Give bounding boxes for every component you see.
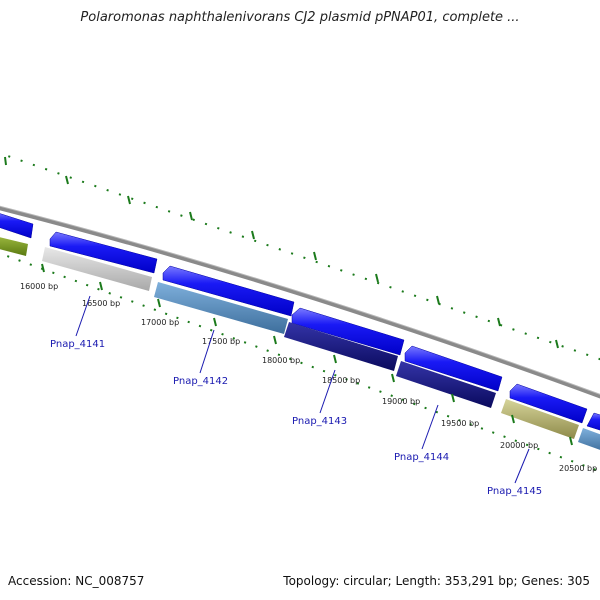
forward-strand — [0, 212, 600, 432]
gene-box[interactable] — [501, 399, 579, 439]
inner-scale-ticks — [0, 252, 600, 473]
position-labels: 16000 bp 16500 bp 17000 bp 17500 bp 1800… — [20, 282, 597, 473]
callout-line — [75, 295, 91, 337]
callout-line — [514, 448, 530, 484]
gene-callouts — [75, 295, 530, 484]
major-tick — [65, 175, 69, 185]
gene-arrow[interactable] — [404, 345, 503, 392]
gene-labels: Pnap_4141 Pnap_4142 Pnap_4143 Pnap_4144 … — [50, 339, 542, 497]
major-tick — [4, 156, 7, 166]
callout-line — [199, 329, 215, 374]
outer-scale-ticks — [0, 152, 600, 361]
major-tick — [313, 251, 317, 261]
gene-box[interactable] — [396, 361, 496, 408]
gene-arrow[interactable] — [291, 307, 405, 356]
map-title: Polaromonas naphthalenivorans CJ2 plasmi… — [80, 10, 520, 25]
position-label: 16000 bp — [20, 282, 58, 291]
major-tick — [497, 317, 501, 327]
gene-label[interactable]: Pnap_4145 — [487, 486, 542, 497]
gene-arrow[interactable] — [49, 231, 158, 274]
gene-arrow[interactable] — [162, 265, 295, 317]
major-tick — [189, 211, 193, 221]
gene-box[interactable] — [42, 247, 152, 291]
accession-text: Accession: NC_008757 — [8, 574, 145, 588]
position-label: 19500 bp — [441, 419, 479, 428]
major-tick — [251, 230, 255, 240]
gene-box[interactable] — [154, 282, 288, 334]
position-label: 18500 bp — [322, 376, 360, 385]
gene-arrow[interactable] — [586, 412, 600, 432]
position-label: 19000 bp — [382, 397, 420, 406]
gene-box[interactable] — [0, 236, 28, 256]
major-tick — [555, 339, 559, 349]
reverse-strand — [0, 236, 600, 452]
summary-text: Topology: circular; Length: 353,291 bp; … — [283, 574, 590, 588]
gene-box[interactable] — [284, 322, 398, 371]
major-tick — [127, 195, 131, 205]
callout-line — [421, 404, 439, 450]
backbone-line — [0, 206, 600, 399]
gene-arrow[interactable] — [0, 212, 34, 239]
position-label: 16500 bp — [82, 299, 120, 308]
gene-label[interactable]: Pnap_4142 — [173, 376, 228, 387]
gene-label[interactable]: Pnap_4141 — [50, 339, 105, 350]
position-label: 17000 bp — [141, 318, 179, 327]
position-label: 17500 bp — [202, 337, 240, 346]
gene-label[interactable]: Pnap_4143 — [292, 416, 347, 427]
position-label: 18000 bp — [262, 356, 300, 365]
position-label: 20000 bp — [500, 441, 538, 450]
major-tick — [436, 295, 440, 305]
position-label: 20500 bp — [559, 464, 597, 473]
gene-arrow[interactable] — [509, 383, 588, 424]
major-tick — [375, 273, 379, 283]
callout-line — [319, 369, 336, 414]
gene-label[interactable]: Pnap_4144 — [394, 452, 449, 463]
gene-box[interactable] — [578, 428, 600, 452]
